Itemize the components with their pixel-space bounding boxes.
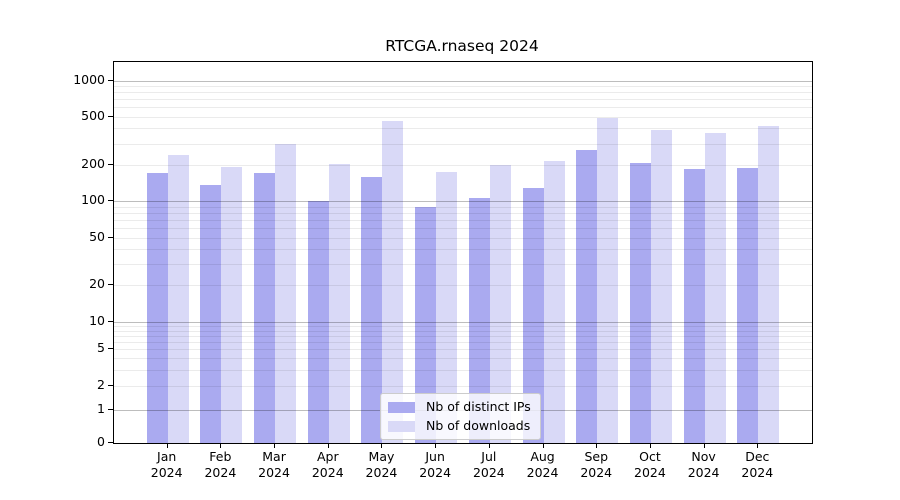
bar-distinct-ips (415, 206, 437, 443)
y-tick-label: 50 (89, 228, 105, 244)
x-tick-label: Sep 2024 (580, 449, 613, 480)
legend-label: Nb of distinct IPs (426, 399, 531, 414)
x-tick-mark (649, 443, 651, 448)
bar-downloads (597, 118, 619, 443)
x-tick-label: Jul 2024 (472, 449, 505, 480)
y-tick-mark (108, 200, 113, 202)
bar-distinct-ips (254, 172, 276, 443)
y-tick-mark (108, 348, 113, 350)
y-tick-label: 100 (81, 192, 105, 208)
x-tick-label: Apr 2024 (311, 449, 344, 480)
y-tick-mark (108, 442, 113, 443)
y-tick-label: 200 (81, 156, 105, 171)
bar-distinct-ips (200, 184, 222, 443)
y-tick-mark (108, 320, 113, 322)
x-tick-label: Feb 2024 (204, 449, 237, 480)
y-tick-mark (108, 115, 113, 117)
gridline-minor (114, 86, 812, 88)
distinct-ips-swatch-icon (388, 401, 415, 413)
bar-downloads (650, 130, 672, 443)
bar-downloads (489, 165, 511, 443)
y-tick-label: 2 (97, 377, 105, 392)
bar-distinct-ips (146, 172, 168, 443)
bar-distinct-ips (468, 197, 490, 443)
x-tick-label: May 2024 (365, 449, 398, 480)
gridline-minor (114, 99, 812, 101)
x-tick-label: Mar 2024 (258, 449, 290, 480)
bar-downloads (328, 163, 350, 443)
x-tick-label: Jun 2024 (419, 449, 452, 480)
x-tick-mark (220, 443, 222, 448)
y-tick-label: 20 (89, 276, 105, 291)
chart-title: RTCGA.rnaseq 2024 (385, 37, 539, 55)
x-tick-mark (542, 443, 544, 448)
y-tick-mark (108, 409, 113, 411)
x-tick-mark (757, 443, 759, 448)
x-tick-label: Dec 2024 (741, 449, 774, 480)
y-tick-mark (108, 164, 113, 165)
y-tick-label: 500 (81, 107, 105, 123)
bar-downloads (704, 133, 726, 443)
bar-downloads (382, 121, 404, 443)
x-tick-mark (596, 443, 598, 448)
y-tick-label: 5 (97, 340, 105, 356)
y-tick-mark (108, 80, 113, 81)
gridline-major (114, 81, 812, 82)
x-tick-mark (381, 443, 383, 448)
bar-distinct-ips (683, 169, 705, 443)
x-tick-mark (166, 443, 168, 448)
bar-distinct-ips (361, 177, 383, 443)
y-tick-mark (108, 385, 113, 386)
x-tick-label: Aug 2024 (526, 449, 559, 480)
bar-downloads (167, 155, 189, 443)
x-tick-label: Nov 2024 (687, 449, 720, 480)
bar-distinct-ips (522, 187, 544, 443)
y-tick-label: 1 (97, 401, 105, 417)
bar-distinct-ips (629, 162, 651, 443)
legend-item-downloads: Nb of downloads (388, 418, 531, 434)
x-tick-mark (327, 443, 329, 448)
gridline-minor (114, 116, 812, 118)
legend-item-distinct-ips: Nb of distinct IPs (388, 399, 531, 415)
gridline-minor (114, 128, 812, 130)
x-tick-label: Jan 2024 (150, 449, 183, 480)
y-tick-label: 0 (97, 434, 105, 449)
bar-downloads (758, 125, 780, 443)
y-tick-mark (108, 284, 113, 285)
gridline-minor (114, 92, 812, 94)
plot-area: Nb of distinct IPs Nb of downloads (113, 61, 813, 444)
y-tick-label: 1000 (73, 72, 105, 87)
bar-downloads (275, 143, 297, 443)
y-tick-mark (108, 236, 113, 238)
x-tick-mark (488, 443, 490, 448)
x-tick-mark (435, 443, 437, 448)
legend-label: Nb of downloads (426, 418, 531, 433)
gridline-minor (114, 107, 812, 109)
downloads-swatch-icon (388, 420, 415, 432)
bar-distinct-ips (307, 201, 329, 443)
bar-distinct-ips (737, 167, 759, 443)
bar-downloads (436, 172, 458, 443)
legend: Nb of distinct IPs Nb of downloads (380, 393, 541, 440)
y-tick-label: 10 (89, 312, 105, 328)
x-tick-label: Oct 2024 (634, 449, 666, 480)
bar-downloads (221, 167, 243, 443)
x-tick-mark (703, 443, 705, 448)
bar-distinct-ips (576, 150, 598, 443)
x-tick-mark (274, 443, 276, 448)
bar-downloads (543, 161, 565, 443)
